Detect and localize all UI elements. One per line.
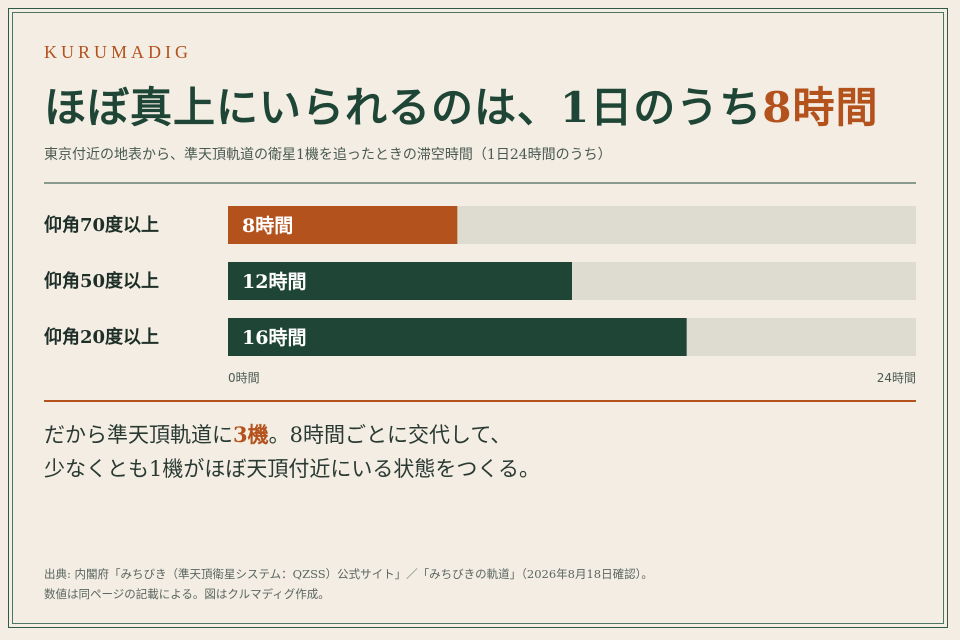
bar	[228, 318, 687, 356]
title-highlight: 8時間	[762, 83, 879, 132]
takeaway-line-2: 少なくとも1機がほぼ天頂付近にいる状態をつくる。	[44, 457, 540, 481]
takeaway-line1-accent: 3機	[233, 422, 269, 447]
takeaway-line1-pre: だから準天頂軌道に	[44, 423, 233, 447]
takeaway-text: だから準天頂軌道に3機。8時間ごとに交代して、 少なくとも1機がほぼ天頂付近にい…	[44, 418, 916, 486]
x-tick-label: 0時間	[228, 371, 260, 385]
page-title: ほぼ真上にいられるのは、1日のうち8時間	[44, 74, 924, 135]
x-tick-label: 24時間	[877, 371, 916, 385]
category-label: 仰角70度以上	[44, 214, 159, 236]
source-line-2: 数値は同ページの記載による。図はクルマディグ作成。	[44, 587, 330, 601]
takeaway-line1-post: 。8時間ごとに交代して、	[268, 423, 512, 447]
top-divider	[44, 182, 916, 184]
category-label: 仰角50度以上	[44, 270, 159, 292]
takeaway-line-1: だから準天頂軌道に3機。8時間ごとに交代して、	[44, 418, 916, 452]
outer-frame	[8, 8, 948, 628]
page-subtitle: 東京付近の地表から、準天頂軌道の衛星1機を追ったときの滞空時間（1日24時間のう…	[44, 147, 612, 163]
inner-frame	[12, 12, 944, 624]
source-line-1: 出典: 内閣府「みちびき（準天頂衛星システム：QZSS）公式サイト」／「みちびき…	[44, 567, 653, 581]
brand-label: KURUMADIG	[44, 42, 192, 62]
category-label: 仰角20度以上	[44, 326, 159, 348]
source-note: 出典: 内閣府「みちびき（準天頂衛星システム：QZSS）公式サイト」／「みちびき…	[44, 564, 916, 604]
middle-divider	[44, 400, 916, 402]
bar-value-label: 16時間	[242, 327, 306, 349]
bar	[228, 206, 458, 244]
title-main: ほぼ真上にいられるのは、1日のうち	[44, 83, 763, 132]
bar-value-label: 12時間	[242, 271, 306, 293]
bar-value-label: 8時間	[242, 215, 293, 237]
bar	[228, 262, 572, 300]
